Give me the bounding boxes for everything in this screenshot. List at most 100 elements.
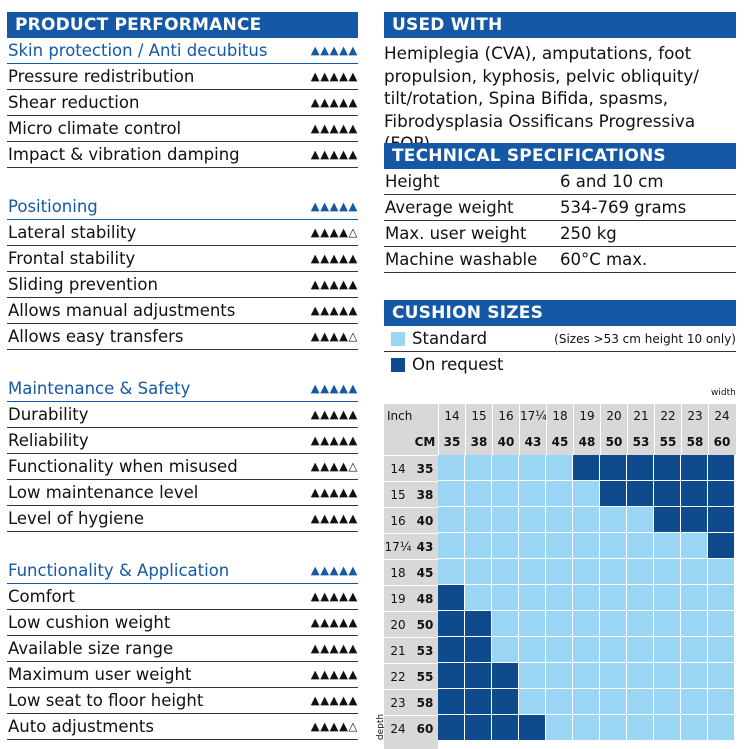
size-cell-on-request bbox=[438, 663, 465, 689]
size-cell-standard bbox=[546, 715, 573, 741]
size-cell-on-request bbox=[465, 715, 492, 741]
rating-triangles-icon: ▲▲▲▲▲ bbox=[310, 69, 358, 83]
size-cell-standard bbox=[627, 637, 654, 663]
performance-row: Lateral stability ▲▲▲▲△ bbox=[7, 220, 358, 246]
rating-triangles-icon: ▲▲▲▲△ bbox=[310, 225, 358, 239]
depth-cm-label: 43 bbox=[412, 533, 438, 559]
size-cell-standard bbox=[627, 611, 654, 637]
width-inch-label: 17¼ bbox=[519, 404, 547, 429]
size-cell-on-request bbox=[519, 715, 546, 741]
spec-row: Average weight 534-769 grams bbox=[384, 195, 736, 221]
width-inch-label: 22 bbox=[654, 404, 681, 429]
rating-triangles-icon: ▲▲▲▲▲ bbox=[310, 407, 358, 421]
depth-inch-label: 14 bbox=[384, 455, 412, 481]
category-rating-icon: ▲▲▲▲▲ bbox=[310, 381, 358, 395]
used-with-line: tilt/rotation, Spina Bifida, spasms, bbox=[384, 88, 669, 108]
width-cm-label: 45 bbox=[546, 429, 573, 455]
depth-cm-label: 40 bbox=[412, 507, 438, 533]
rating-triangles-icon: ▲▲▲▲▲ bbox=[310, 693, 358, 707]
performance-label: Shear reduction bbox=[8, 93, 140, 112]
size-cell-standard bbox=[627, 507, 654, 533]
size-cell-standard bbox=[492, 481, 519, 507]
rating-triangles-icon: ▲▲▲▲▲ bbox=[310, 95, 358, 109]
size-cell-standard bbox=[600, 611, 627, 637]
width-cm-label: 60 bbox=[708, 429, 735, 455]
spec-value: 250 kg bbox=[560, 224, 617, 243]
performance-label: Auto adjustments bbox=[8, 717, 154, 736]
performance-row: Low seat to floor height ▲▲▲▲▲ bbox=[7, 688, 358, 714]
size-cell-standard bbox=[654, 533, 681, 559]
used-with-line: propulsion, kyphosis, pelvic obliquity/ bbox=[384, 65, 699, 86]
size-cell-standard bbox=[681, 559, 708, 585]
product-performance-title: PRODUCT PERFORMANCE bbox=[15, 15, 262, 35]
size-cell-standard bbox=[627, 689, 654, 715]
size-cell-standard bbox=[492, 559, 519, 585]
size-cell-on-request bbox=[465, 663, 492, 689]
size-cell-standard bbox=[465, 481, 492, 507]
size-cell-standard bbox=[573, 689, 600, 715]
spec-row: Max. user weight 250 kg bbox=[384, 221, 736, 247]
size-cell-standard bbox=[681, 637, 708, 663]
width-cm-label: 38 bbox=[465, 429, 492, 455]
size-cell-standard bbox=[519, 637, 546, 663]
size-cell-standard bbox=[654, 559, 681, 585]
size-cell-standard bbox=[465, 507, 492, 533]
size-cell-on-request bbox=[465, 637, 492, 663]
size-cell-standard bbox=[573, 637, 600, 663]
spec-value: 6 and 10 cm bbox=[560, 172, 664, 191]
spec-key: Average weight bbox=[385, 198, 514, 217]
performance-label: Impact & vibration damping bbox=[8, 145, 240, 164]
size-cell-standard bbox=[519, 585, 546, 611]
performance-row: Comfort ▲▲▲▲▲ bbox=[7, 584, 358, 610]
performance-row: Low maintenance level ▲▲▲▲▲ bbox=[7, 480, 358, 506]
performance-row: Sliding prevention ▲▲▲▲▲ bbox=[7, 272, 358, 298]
on-request-swatch bbox=[391, 358, 405, 372]
size-cell-standard bbox=[492, 611, 519, 637]
spec-row: Machine washable 60°C max. bbox=[384, 247, 736, 273]
depth-cm-label: 53 bbox=[412, 637, 438, 663]
size-cell-standard bbox=[654, 663, 681, 689]
size-cell-standard bbox=[573, 663, 600, 689]
width-cm-label: 48 bbox=[573, 429, 600, 455]
depth-cm-label: 60 bbox=[412, 715, 438, 741]
size-cell-standard bbox=[627, 559, 654, 585]
size-cell-standard bbox=[519, 507, 546, 533]
category-label: Skin protection / Anti decubitus bbox=[8, 41, 268, 60]
size-cell-standard bbox=[573, 585, 600, 611]
depth-cm-label: 38 bbox=[412, 481, 438, 507]
size-cell-standard bbox=[546, 559, 573, 585]
category-label: Maintenance & Safety bbox=[8, 379, 191, 398]
size-cell-standard bbox=[600, 689, 627, 715]
size-cell-on-request bbox=[627, 455, 654, 481]
size-cell-standard bbox=[654, 689, 681, 715]
size-cell-on-request bbox=[438, 637, 465, 663]
rating-triangles-icon: ▲▲▲▲▲ bbox=[310, 251, 358, 265]
performance-label: Level of hygiene bbox=[8, 509, 144, 528]
performance-row: Functionality when misused ▲▲▲▲△ bbox=[7, 454, 358, 480]
category-row: Skin protection / Anti decubitus ▲▲▲▲▲ bbox=[7, 38, 358, 64]
depth-inch-label: 24 bbox=[384, 715, 412, 741]
performance-label: Low maintenance level bbox=[8, 483, 199, 502]
depth-inch-label: 21 bbox=[384, 637, 412, 663]
used-with-text: Hemiplegia (CVA), amputations, foot prop… bbox=[384, 42, 740, 155]
performance-row: Frontal stability ▲▲▲▲▲ bbox=[7, 246, 358, 272]
rating-triangles-icon: ▲▲▲▲▲ bbox=[310, 277, 358, 291]
width-cm-label: 58 bbox=[681, 429, 708, 455]
size-cell-standard bbox=[573, 559, 600, 585]
size-cell-standard bbox=[708, 585, 735, 611]
size-cell-standard bbox=[519, 559, 546, 585]
performance-label: Maximum user weight bbox=[8, 665, 192, 684]
size-cell-on-request bbox=[708, 455, 735, 481]
size-cell-standard bbox=[546, 663, 573, 689]
size-cell-standard bbox=[681, 663, 708, 689]
size-cell-standard bbox=[519, 689, 546, 715]
performance-label: Low cushion weight bbox=[8, 613, 171, 632]
size-cell-standard bbox=[546, 611, 573, 637]
performance-row: Reliability ▲▲▲▲▲ bbox=[7, 428, 358, 454]
used-with-title: USED WITH bbox=[392, 15, 503, 35]
rating-triangles-icon: ▲▲▲▲▲ bbox=[310, 667, 358, 681]
size-cell-standard bbox=[573, 507, 600, 533]
width-inch-label: 21 bbox=[627, 404, 654, 429]
size-cell-on-request bbox=[492, 663, 519, 689]
size-cell-on-request bbox=[654, 507, 681, 533]
